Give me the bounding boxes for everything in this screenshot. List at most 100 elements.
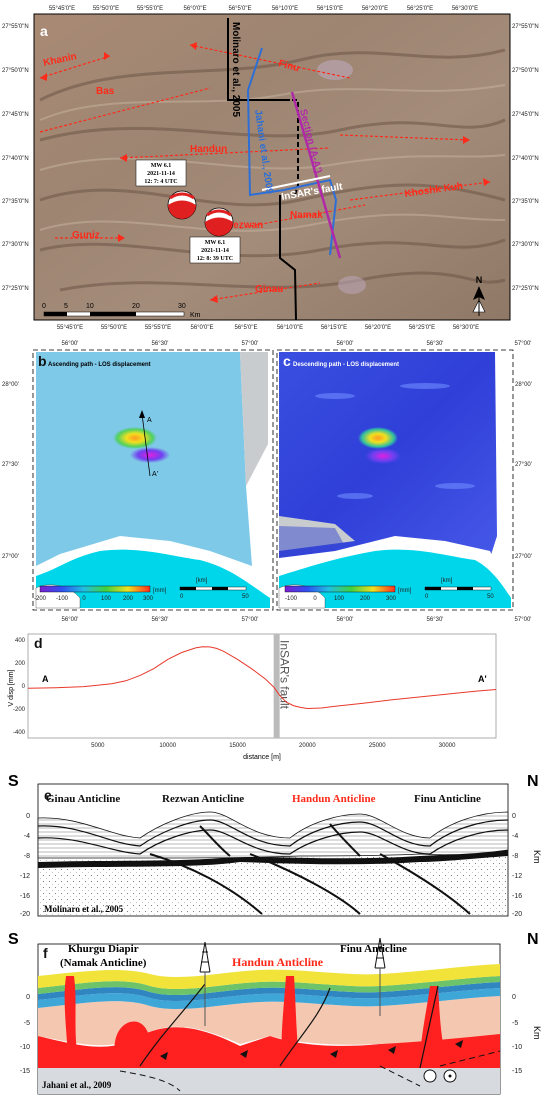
black-fault-south [279, 195, 297, 321]
event2-date: 2021-11-14 [201, 248, 229, 254]
y-tick-label: 400 [15, 638, 26, 644]
colorbar-tick: 100 [101, 596, 112, 602]
label-rezwan: Rezwan [226, 220, 263, 231]
event1-date: 2021-11-14 [147, 171, 175, 177]
lat-tick-right: 27°45'0"N [512, 112, 539, 118]
lat-tick-left: 27°50'0"N [2, 68, 29, 74]
y-tick-left: -12 [20, 873, 30, 880]
lon-tick-top: 56°25'0"E [407, 6, 433, 12]
label-namak: (Namak Anticline) [60, 957, 147, 969]
label-molinaro: Molinaro et al., 2005 [230, 22, 241, 117]
lon-tick: 56°00' [337, 341, 354, 347]
scale-unit: Km [190, 312, 201, 319]
scale-tick: 20 [132, 303, 140, 310]
lat-tick-left: 27°25'0"N [2, 286, 29, 292]
lon-tick: 56°30' [152, 617, 169, 623]
y-tick-right: -12 [512, 873, 522, 880]
panel-b-letter: b [38, 353, 47, 369]
lat-tick: 27°30' [2, 462, 19, 468]
plot-area [27, 633, 497, 739]
profile-a: A [42, 674, 49, 684]
x-tick-label: 5000 [91, 743, 105, 749]
molinaro-dashed-line [228, 99, 299, 196]
lat-tick-left: 27°40'0"N [2, 156, 29, 162]
lon-tick-top: 55°50'0"E [93, 6, 119, 12]
lat-tick-right: 27°40'0"N [512, 156, 539, 162]
lon-tick: 57°00' [242, 341, 259, 347]
lon-tick-top: 55°55'0"E [137, 6, 163, 12]
y-tick-right: 0 [512, 994, 516, 1001]
x-tick-label: 15000 [229, 743, 246, 749]
x-tick-label: 30000 [439, 743, 456, 749]
event2-mw: MW 6.1 [205, 240, 226, 246]
lon-tick-bottom: 55°50'0"E [101, 325, 127, 330]
y-tick-right: -5 [512, 1020, 518, 1027]
label-khurgu: Khurgu Diapir [68, 943, 139, 955]
event1-mw: MW 6.1 [151, 163, 172, 169]
lon-tick-top: 56°30'0"E [452, 6, 478, 12]
unit-km: Km [532, 850, 542, 864]
y-tick-right: -8 [512, 853, 518, 860]
lon-tick-bottom: 56°10'0"E [277, 325, 303, 330]
lat-tick: 28°00' [2, 382, 19, 388]
y-tick-right: -15 [512, 1068, 522, 1075]
scale-tick: 50 [242, 594, 249, 600]
label-n: N [527, 773, 539, 790]
y-tick-left: -10 [20, 1044, 30, 1051]
lon-tick-top: 56°10'0"E [272, 6, 298, 12]
y-tick-label: 200 [15, 661, 26, 667]
scale-tick: 0 [425, 594, 429, 600]
scale-bar: 0 5 10 20 30 Km [42, 303, 201, 319]
section-line [290, 91, 342, 259]
credit: Molinaro et al., 2005 [44, 904, 124, 914]
colorbar-tick: -100 [56, 596, 69, 602]
profile-line [141, 413, 151, 477]
lon-tick: 56°30' [427, 341, 444, 347]
y-tick-right: -4 [512, 833, 518, 840]
scale-tick: 50 [487, 594, 494, 600]
profile-series-line [27, 646, 497, 710]
panel-b-title: Ascending path - LOS displacement [48, 362, 151, 368]
symbol-circle [423, 1069, 437, 1083]
lon-tick-bottom: 56°0'0"E [190, 325, 213, 330]
x-tick-label: 10000 [159, 743, 176, 749]
panel-e: S N e Ginau Anticline Rezwan Anticline H… [0, 766, 550, 926]
panel-d: 5000 10000 15000 20000 25000 30000 -400 -200 0 20… [0, 626, 550, 762]
lon-tick: 56°30' [427, 617, 444, 623]
lon-tick-top: 56°15'0"E [317, 6, 343, 12]
lat-tick-left: 27°45'0"N [2, 112, 29, 118]
focal-mechanism-1 [167, 190, 197, 220]
lon-tick: 56°00' [62, 341, 79, 347]
y-tick-label: -400 [13, 730, 26, 736]
label-handun: Handun Anticline [232, 955, 324, 969]
panel-c-letter: c [283, 353, 291, 369]
panel-c-title: Descending path - LOS displacement [293, 362, 399, 368]
lat-tick-right: 27°55'0"N [512, 24, 539, 30]
colorbar-unit: [mm] [398, 588, 412, 594]
lat-tick: 27°30' [515, 462, 532, 468]
lat-tick: 27°00' [515, 554, 532, 560]
colorbar-tick: -200 [34, 596, 47, 602]
lat-tick: 27°00' [2, 554, 19, 560]
lon-tick-top: 55°45'0"E [49, 6, 75, 12]
y-tick-left: -20 [20, 911, 30, 918]
scale-unit: [km] [441, 578, 453, 584]
lat-tick-right: 27°50'0"N [512, 68, 539, 74]
panel-c: 56°00' 56°30' 57°00' 56°00' 56°30' 57°00… [275, 336, 550, 626]
label-ginau: Ginau [255, 284, 283, 295]
scale-tick: 5 [64, 303, 68, 310]
lon-tick-top: 56°5'0"E [228, 6, 251, 12]
y-tick-label: -200 [13, 707, 26, 713]
label-handun: Handun Anticline [292, 793, 376, 805]
y-tick-left: -4 [24, 833, 30, 840]
y-tick-left: -5 [24, 1020, 30, 1027]
credit: Jahani et al., 2009 [42, 1080, 112, 1090]
lat-tick-right: 27°25'0"N [512, 286, 539, 292]
event1-time: 12: 7: 4 UTC [144, 179, 177, 185]
colorbar-tick: 300 [386, 596, 397, 602]
label-bas: Bas [96, 86, 115, 97]
event2-time: 12: 8: 39 UTC [197, 256, 233, 262]
insar-fault-line [261, 175, 331, 191]
profile-a: A [147, 417, 152, 424]
colorbar-unit: [mm] [153, 588, 167, 594]
